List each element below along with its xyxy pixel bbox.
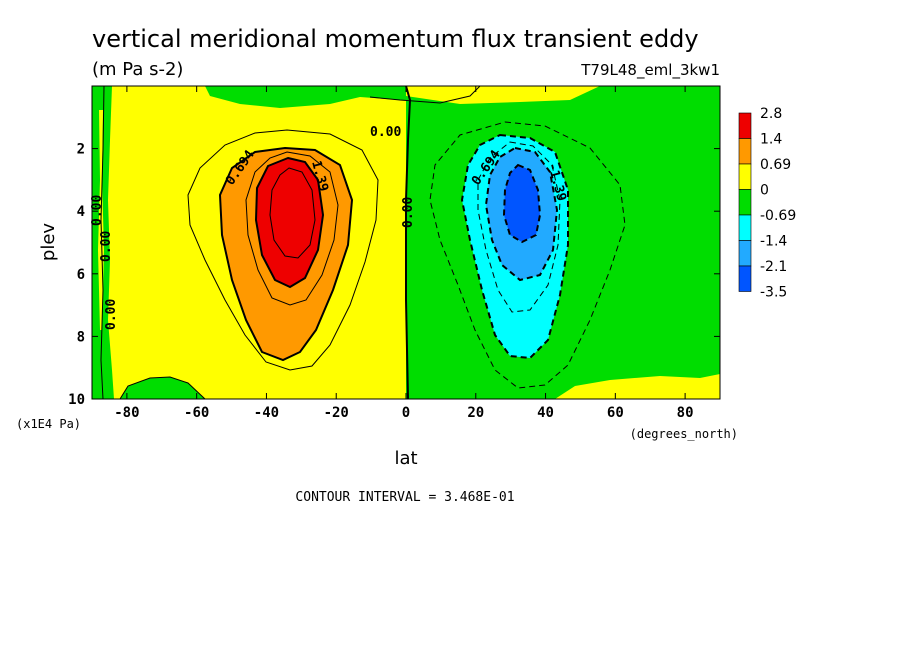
contour-label: 0.00 — [90, 195, 105, 226]
y-tick-label: 10 — [68, 392, 85, 408]
y-axis-unit: (x1E4 Pa) — [16, 417, 81, 431]
contour-north-1.04 — [477, 141, 561, 313]
chart-title: vertical meridional momentum flux transi… — [92, 25, 699, 53]
x-tick-label: -20 — [324, 405, 349, 421]
x-tick-label: 80 — [677, 405, 694, 421]
y-tick-label: 4 — [77, 204, 85, 220]
legend-swatch — [738, 265, 752, 292]
legend-swatch — [738, 240, 752, 267]
contour-label: 0.00 — [370, 125, 401, 140]
y-tick-label: 6 — [77, 267, 85, 283]
legend-swatch — [738, 112, 752, 139]
x-tick-label: 60 — [607, 405, 624, 421]
fill-blue-north — [504, 165, 540, 242]
contour-zero-left — [100, 86, 105, 399]
contour-zero-top — [369, 86, 481, 104]
contour-south-1.04 — [245, 151, 339, 306]
contour-zero-bottom — [119, 376, 206, 399]
y-axis-ticks: 2 4 6 8 10 — [68, 142, 720, 408]
x-tick-label: -80 — [114, 405, 139, 421]
contour-south-outer — [187, 129, 379, 371]
fill-red-south — [256, 158, 323, 287]
x-axis-unit: (degrees_north) — [630, 427, 738, 441]
contour-south-1.73 — [269, 167, 316, 259]
legend-label: -2.1 — [760, 259, 787, 275]
y-axis-label: plev — [38, 223, 59, 262]
x-axis-ticks: -80 -60 -40 -20 0 20 40 60 80 — [114, 86, 694, 421]
contour-north-2.08 — [502, 163, 542, 244]
contour-zero-equator — [405, 86, 412, 399]
plot-area: 0.694 1.39 0.694 -1.39 0.00 0.00 0.00 0.… — [68, 85, 721, 421]
contour-label: 0.00 — [401, 197, 416, 228]
y-tick-label: 8 — [77, 329, 85, 345]
contour-interval: CONTOUR INTERVAL = 3.468E-01 — [295, 490, 514, 505]
fill-green-bottom-south — [120, 377, 205, 399]
contour-south-0.694 — [218, 146, 354, 362]
legend-label: 2.8 — [760, 106, 782, 122]
x-tick-label: 40 — [537, 405, 554, 421]
x-axis-label: lat — [394, 448, 417, 469]
legend-label: -1.4 — [760, 234, 787, 250]
legend-swatch — [738, 138, 752, 165]
x-tick-label: -60 — [184, 405, 209, 421]
chart-units: (m Pa s-2) — [92, 59, 183, 80]
contour-north-outer — [429, 121, 626, 389]
legend-label: 1.4 — [760, 132, 782, 148]
legend-label: -3.5 — [760, 285, 787, 301]
run-label: T79L48_eml_3kw1 — [580, 61, 720, 80]
legend-label: 0 — [760, 183, 769, 199]
contour-south-1.39 — [254, 156, 325, 289]
legend-swatch — [738, 189, 752, 216]
legend-label: 0.69 — [760, 157, 791, 173]
legend-swatch — [738, 214, 752, 241]
contour-north-1.39 — [484, 146, 559, 282]
contour-label: 0.00 — [99, 231, 114, 262]
fill-yellow-bottom-north — [555, 374, 720, 399]
x-tick-label: -40 — [254, 405, 279, 421]
x-tick-label: 0 — [402, 405, 410, 421]
color-legend: 2.8 1.4 0.69 0 -0.69 -1.4 -2.1 -3.5 — [738, 106, 796, 301]
y-tick-label: 2 — [77, 142, 85, 158]
legend-swatch — [738, 163, 752, 190]
legend-label: -0.69 — [760, 208, 796, 224]
x-tick-label: 20 — [467, 405, 484, 421]
contour-label: 0.00 — [104, 299, 119, 330]
